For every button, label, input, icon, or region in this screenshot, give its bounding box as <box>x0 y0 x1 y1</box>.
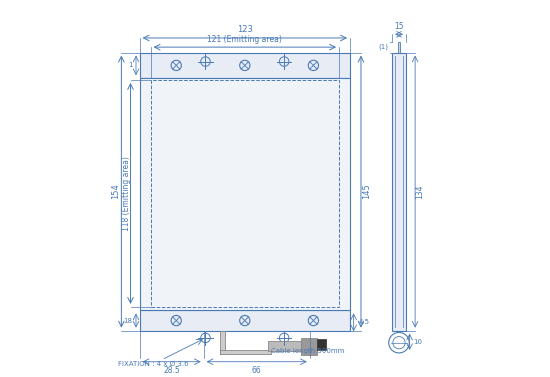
Bar <box>140 78 350 311</box>
Bar <box>140 311 350 331</box>
Bar <box>317 339 326 349</box>
Bar <box>220 350 271 354</box>
Text: 123: 123 <box>237 25 253 34</box>
Bar <box>151 80 339 307</box>
Bar <box>301 337 317 355</box>
Bar <box>140 53 350 78</box>
Text: 134: 134 <box>415 184 424 199</box>
Text: 4.5: 4.5 <box>359 319 370 325</box>
Text: FIXATION : 4 x Ø 3.6: FIXATION : 4 x Ø 3.6 <box>118 360 188 366</box>
Text: 66: 66 <box>252 366 262 375</box>
Bar <box>392 53 406 331</box>
Text: 15: 15 <box>394 21 404 31</box>
Text: 1: 1 <box>128 63 133 68</box>
Text: Cable length 500mm: Cable length 500mm <box>271 348 345 354</box>
Text: 28.5: 28.5 <box>163 366 180 375</box>
Text: 118 (Emitting area): 118 (Emitting area) <box>122 156 130 231</box>
Text: 121 (Emitting area): 121 (Emitting area) <box>207 35 282 44</box>
Bar <box>268 341 301 351</box>
Text: (1): (1) <box>378 44 388 51</box>
Text: 145: 145 <box>362 184 371 199</box>
Bar <box>398 41 400 53</box>
Text: 18: 18 <box>123 317 133 323</box>
Text: 10: 10 <box>413 339 422 345</box>
Text: 154: 154 <box>112 184 120 199</box>
Bar <box>220 331 224 354</box>
